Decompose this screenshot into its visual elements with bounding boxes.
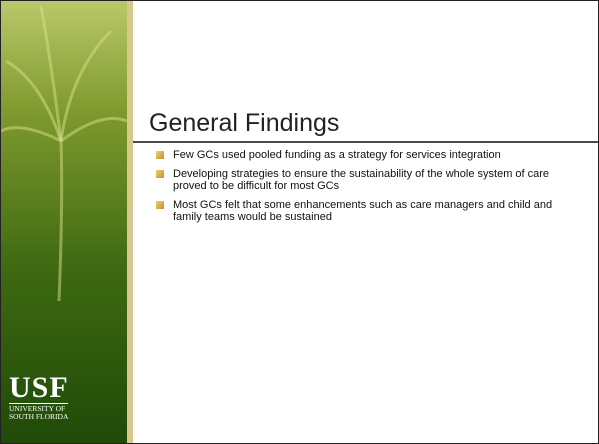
logo-line: UNIVERSITY OF [9,404,66,413]
title-rule [133,141,598,143]
logo-line: SOUTH FLORIDA [9,412,69,421]
usf-logo: USF UNIVERSITY OF SOUTH FLORIDA [9,373,119,424]
slide-title: General Findings [149,109,340,137]
bullet: Developing strategies to ensure the sust… [153,168,563,192]
logo-text: UNIVERSITY OF SOUTH FLORIDA [9,403,69,421]
bullet-list: Few GCs used pooled funding as a strateg… [153,149,563,230]
divider-stripe [127,1,133,443]
bullet: Most GCs felt that some enhancements suc… [153,199,563,223]
sidebar: USF UNIVERSITY OF SOUTH FLORIDA [1,1,127,443]
logo-mark: USF [9,371,69,404]
palm-graphic [1,5,127,301]
bullet: Few GCs used pooled funding as a strateg… [153,149,563,161]
